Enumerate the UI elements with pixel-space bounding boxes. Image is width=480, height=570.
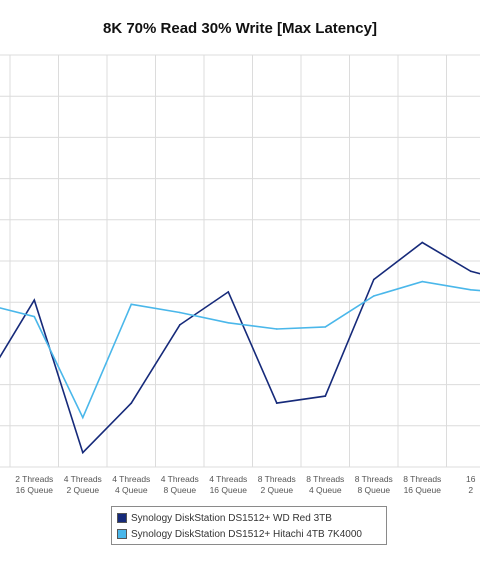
data-point (33, 299, 36, 301)
data-point (81, 451, 84, 454)
chart-title: 8K 70% Read 30% Write [Max Latency] (103, 20, 377, 37)
series-line-1 (0, 241, 480, 455)
x-tick-label: 8 Threads 2 Queue (258, 474, 296, 495)
legend-swatch-hitachi (117, 529, 127, 539)
data-point (81, 416, 84, 419)
data-point (130, 303, 133, 306)
data-point (227, 322, 230, 324)
data-point (227, 291, 230, 293)
data-point (372, 295, 375, 297)
x-tick-label: 16 2 (466, 474, 476, 495)
data-point (324, 326, 327, 328)
legend-label: Synology DiskStation DS1512+ WD Red 3TB (131, 512, 332, 524)
x-tick-label: 8 Threads 8 Queue (355, 474, 393, 495)
legend-swatch-wd-red (117, 513, 127, 523)
data-point (469, 270, 472, 273)
series-lines (0, 241, 480, 455)
data-point (178, 324, 181, 326)
data-point (372, 278, 375, 281)
data-point (130, 402, 133, 404)
data-point (324, 395, 327, 397)
legend: Synology DiskStation DS1512+ WD Red 3TB … (111, 506, 387, 545)
x-tick-label: 4 Threads 16 Queue (209, 474, 247, 495)
data-point (421, 280, 424, 283)
x-tick-label: 8 Threads 4 Queue (306, 474, 344, 495)
grid (0, 54, 480, 468)
x-tick-label: 8 Threads 16 Queue (403, 474, 441, 495)
x-tick-label: 2 Threads 16 Queue (15, 474, 53, 495)
data-point (178, 311, 181, 314)
legend-item: Synology DiskStation DS1512+ WD Red 3TB (117, 510, 386, 526)
data-point (33, 315, 36, 318)
x-tick-label: 4 Threads 4 Queue (112, 474, 150, 495)
data-point (421, 241, 424, 244)
legend-item: Synology DiskStation DS1512+ Hitachi 4TB… (117, 526, 386, 542)
x-tick-label: 4 Threads 8 Queue (161, 474, 199, 495)
legend-label: Synology DiskStation DS1512+ Hitachi 4TB… (131, 528, 362, 540)
x-tick-label: 4 Threads 2 Queue (64, 474, 102, 495)
data-point (469, 289, 472, 291)
data-point (275, 402, 278, 404)
data-point (275, 328, 278, 330)
